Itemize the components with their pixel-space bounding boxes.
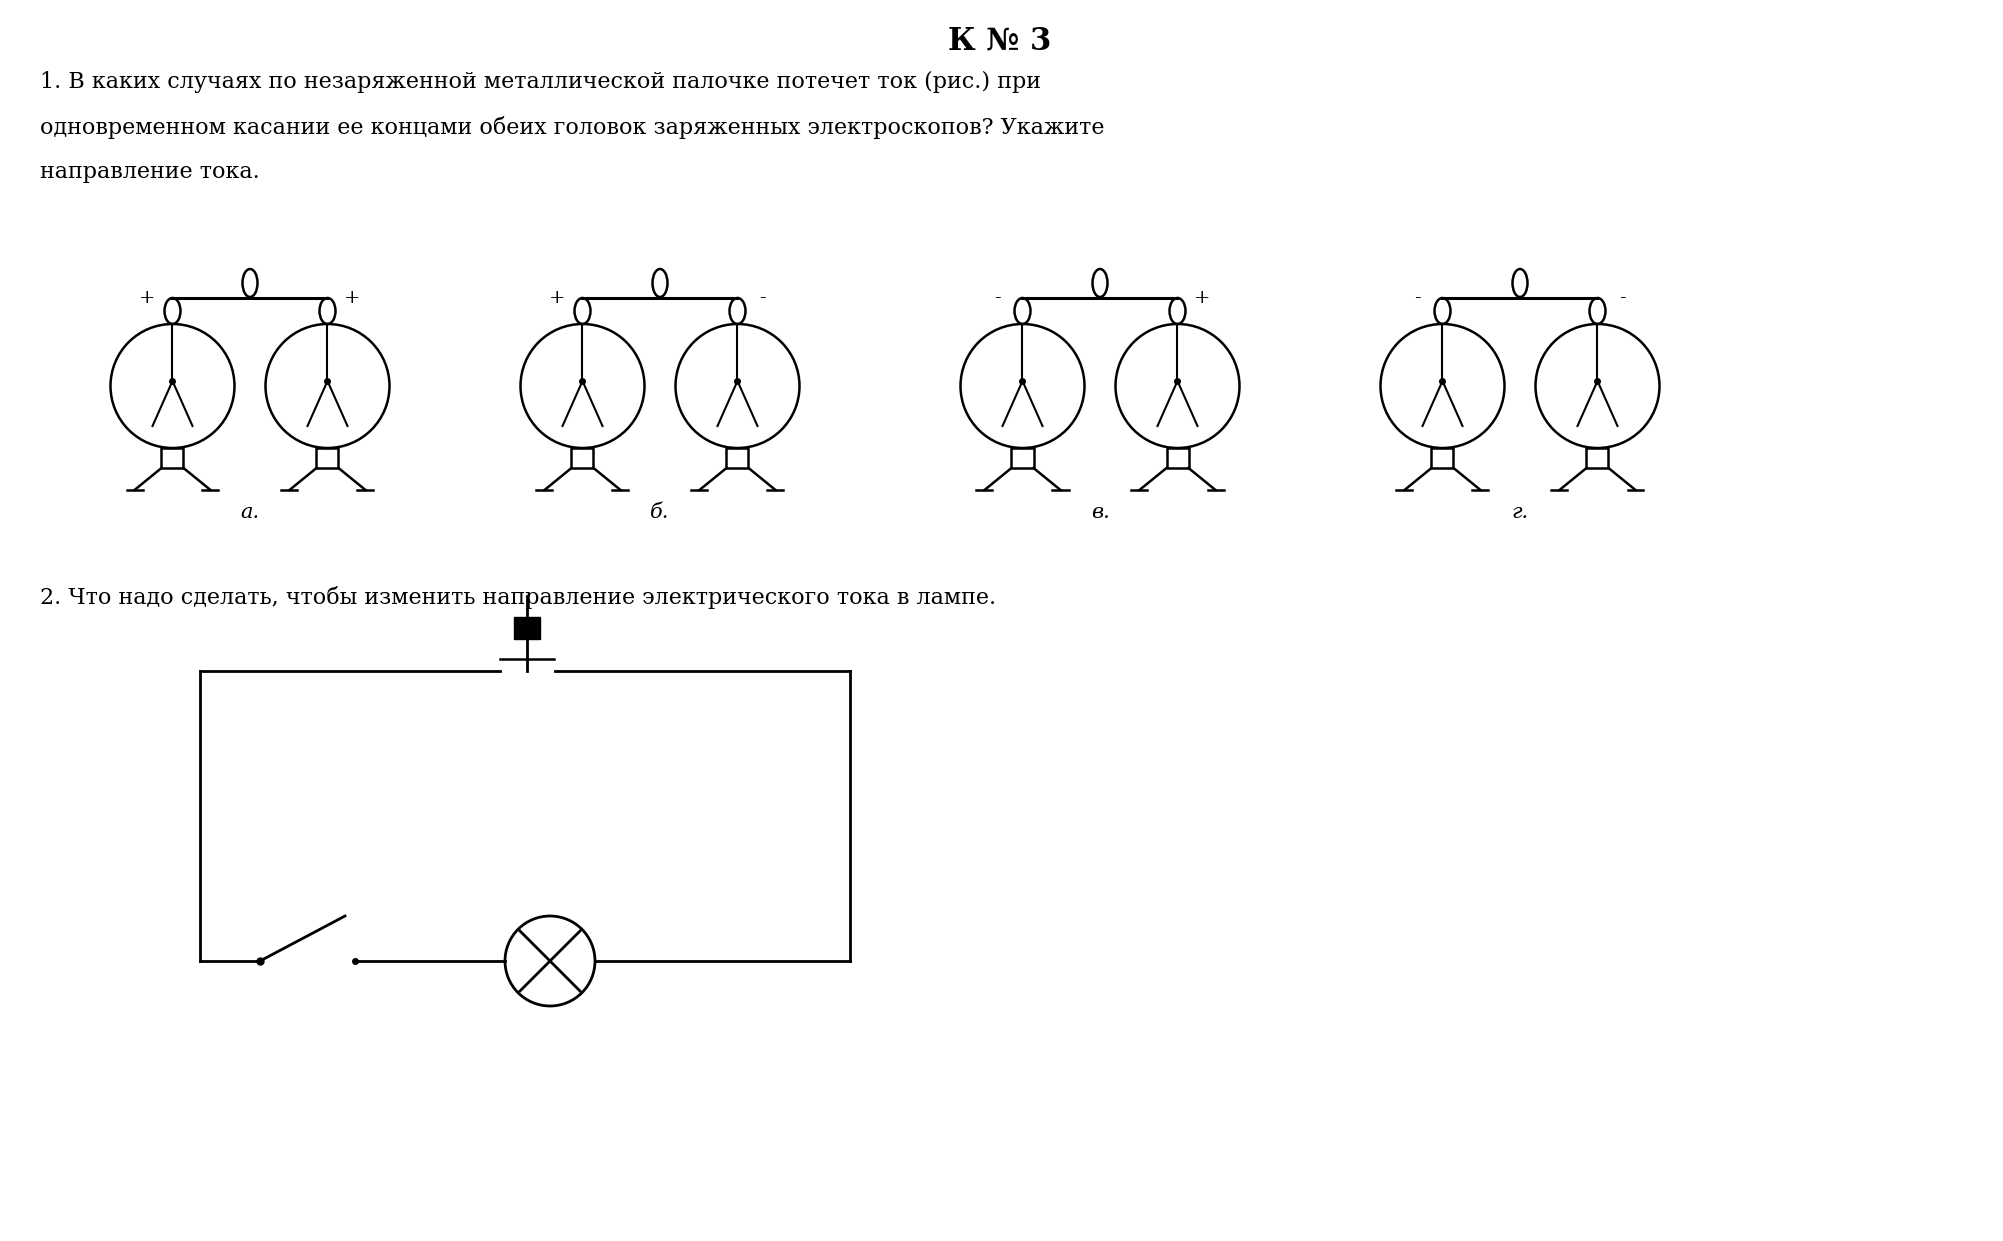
Text: -: - [993, 289, 1002, 307]
Text: направление тока.: направление тока. [40, 161, 260, 182]
Bar [571, 448, 593, 468]
Text: -: - [1414, 289, 1420, 307]
Text: б.: б. [651, 503, 669, 522]
Text: К № 3: К № 3 [947, 26, 1052, 57]
Text: а.: а. [240, 503, 260, 522]
Bar [1586, 448, 1608, 468]
Text: в.: в. [1090, 503, 1110, 522]
Text: +: + [140, 289, 156, 307]
Bar [515, 617, 541, 639]
Text: 1. В каких случаях по незаряженной металлической палочке потечет ток (рис.) при: 1. В каких случаях по незаряженной метал… [40, 71, 1042, 93]
Bar [1166, 448, 1188, 468]
Bar [1012, 448, 1034, 468]
Text: +: + [549, 289, 565, 307]
Bar [1432, 448, 1454, 468]
Bar [162, 448, 184, 468]
Text: +: + [345, 289, 361, 307]
Text: -: - [1618, 289, 1626, 307]
Text: -: - [759, 289, 765, 307]
Bar [727, 448, 749, 468]
Text: +: + [1194, 289, 1210, 307]
Text: одновременном касании ее концами обеих головок заряженных электроскопов? Укажите: одновременном касании ее концами обеих г… [40, 115, 1104, 139]
Text: 2. Что надо сделать, чтобы изменить направление электрического тока в лампе.: 2. Что надо сделать, чтобы изменить напр… [40, 586, 995, 609]
Text: г.: г. [1512, 503, 1528, 522]
Bar [316, 448, 339, 468]
